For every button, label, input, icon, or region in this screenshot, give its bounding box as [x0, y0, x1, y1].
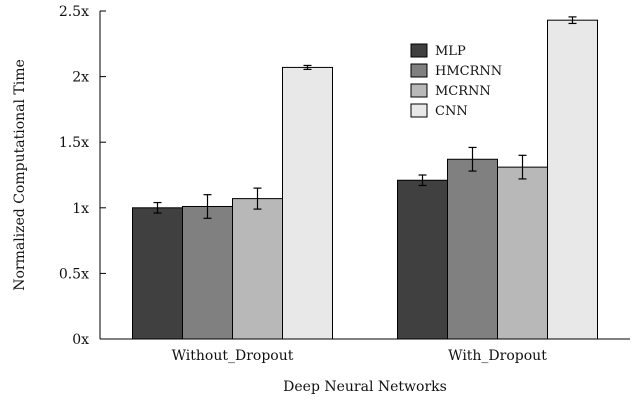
- y-tick-label: 2.5x: [59, 4, 89, 20]
- error-bar-hmcrnn-without_dropout: [203, 194, 212, 219]
- legend-swatch: [410, 63, 428, 78]
- error-bar-mcrnn-without_dropout: [253, 187, 262, 210]
- error-bar-cnn-without_dropout: [303, 64, 312, 70]
- y-tick-label: 1x: [72, 201, 89, 217]
- x-tick-label-without_dropout: Without_Dropout: [172, 348, 294, 364]
- error-bar-hmcrnn-with_dropout: [468, 146, 477, 172]
- bar-mlp-with_dropout: [397, 179, 448, 340]
- error-bars-group: [153, 16, 577, 219]
- y-axis-title: Normalized Computational Time: [12, 59, 28, 291]
- legend-item-mlp: MLP: [410, 43, 466, 59]
- error-bar-mlp-without_dropout: [153, 201, 162, 214]
- bar-cnn-without_dropout: [282, 66, 333, 340]
- error-bar-mlp-with_dropout: [418, 174, 427, 187]
- x-axis-title: Deep Neural Networks: [283, 379, 447, 395]
- bar-hmcrnn-without_dropout: [182, 205, 233, 340]
- bar-hmcrnn-with_dropout: [447, 158, 498, 340]
- error-bar-cnn-with_dropout: [568, 16, 577, 25]
- y-ticks-group: 0x 0.5x 1x 1.5x 2x 2.5x: [59, 4, 106, 348]
- x-tick-label-with_dropout: With_Dropout: [448, 348, 547, 364]
- bar-cnn-with_dropout: [547, 19, 598, 340]
- y-tick-label: 1.5x: [59, 135, 89, 151]
- legend-label: HMCRNN: [435, 64, 502, 79]
- legend: MLP HMCRNN MCRNN CNN: [410, 43, 502, 119]
- bar-mlp-without_dropout: [132, 207, 183, 340]
- legend-swatch: [410, 83, 428, 98]
- legend-item-hmcrnn: HMCRNN: [410, 63, 502, 79]
- axes-group: [99, 11, 630, 340]
- legend-label: CNN: [435, 104, 468, 119]
- legend-item-mcrnn: MCRNN: [410, 83, 491, 99]
- y-tick-label: 2x: [72, 70, 89, 86]
- legend-swatch: [410, 43, 428, 58]
- bars-group: [132, 19, 598, 340]
- legend-label: MLP: [435, 44, 466, 59]
- y-tick-label: 0.5x: [59, 266, 89, 282]
- bar-mcrnn-with_dropout: [497, 166, 548, 340]
- legend-label: MCRNN: [435, 84, 491, 99]
- legend-item-cnn: CNN: [410, 103, 468, 119]
- y-tick-label: 0x: [72, 332, 89, 348]
- x-ticks-group: Without_Dropout With_Dropout: [172, 348, 548, 364]
- legend-swatch: [410, 103, 428, 118]
- bar-mcrnn-without_dropout: [232, 198, 283, 340]
- error-bar-mcrnn-with_dropout: [518, 154, 527, 180]
